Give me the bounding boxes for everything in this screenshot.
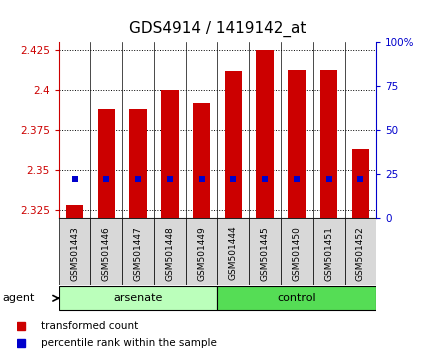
Bar — [154, 218, 185, 285]
Text: GSM501450: GSM501450 — [292, 226, 301, 281]
Bar — [192, 103, 210, 218]
Text: transformed count: transformed count — [41, 321, 138, 331]
Text: GSM501451: GSM501451 — [323, 226, 332, 281]
Bar — [185, 218, 217, 285]
Bar — [312, 218, 344, 285]
Bar — [97, 109, 115, 218]
Bar — [217, 218, 249, 285]
Text: GDS4914 / 1419142_at: GDS4914 / 1419142_at — [128, 21, 306, 38]
Bar — [224, 71, 242, 218]
Bar — [129, 109, 147, 218]
Text: percentile rank within the sample: percentile rank within the sample — [41, 338, 217, 348]
Text: GSM501448: GSM501448 — [165, 226, 174, 280]
Bar — [256, 51, 273, 218]
Bar — [287, 70, 305, 218]
Bar — [344, 218, 375, 285]
Bar — [59, 218, 90, 285]
Text: GSM501452: GSM501452 — [355, 226, 364, 280]
Text: control: control — [277, 293, 316, 303]
Bar — [122, 218, 154, 285]
Bar — [351, 149, 368, 218]
Text: GSM501445: GSM501445 — [260, 226, 269, 280]
Text: GSM501449: GSM501449 — [197, 226, 206, 280]
Bar — [66, 205, 83, 218]
Bar — [59, 286, 217, 310]
Bar — [161, 90, 178, 218]
Text: GSM501444: GSM501444 — [228, 226, 237, 280]
Text: arsenate: arsenate — [113, 293, 162, 303]
Text: agent: agent — [2, 293, 34, 303]
Text: GSM501446: GSM501446 — [102, 226, 111, 280]
Bar — [319, 70, 337, 218]
Text: GSM501447: GSM501447 — [133, 226, 142, 280]
Bar — [280, 218, 312, 285]
Bar — [249, 218, 280, 285]
Bar — [90, 218, 122, 285]
Bar — [217, 286, 375, 310]
Text: GSM501443: GSM501443 — [70, 226, 79, 280]
